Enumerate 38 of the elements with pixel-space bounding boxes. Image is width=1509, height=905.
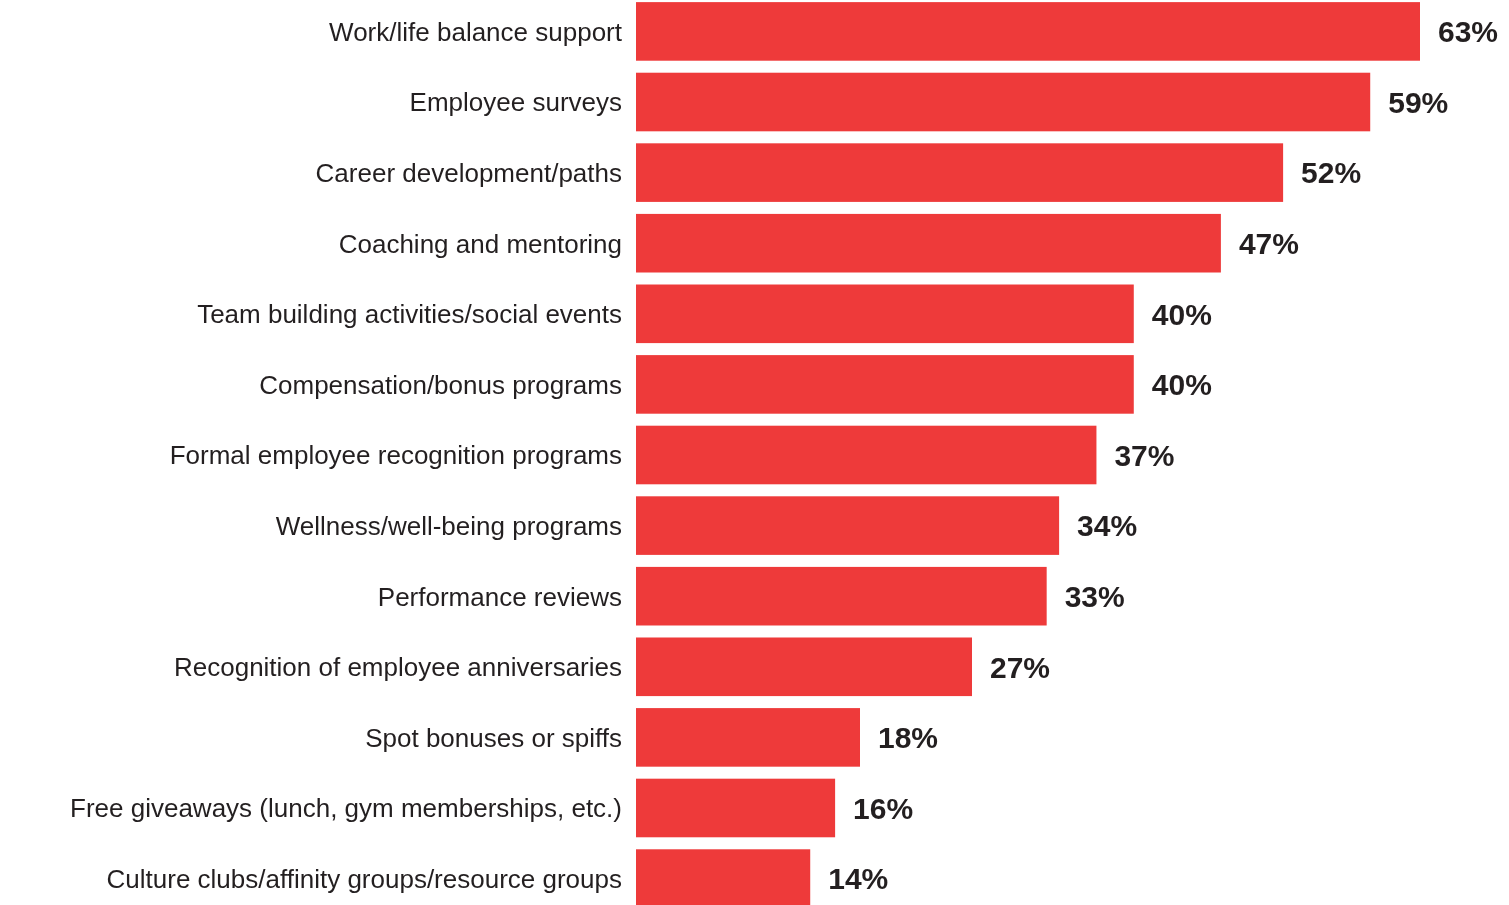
bar: [636, 355, 1134, 414]
bar: [636, 496, 1060, 555]
y-tick-label: Wellness/well-being programs: [275, 510, 622, 541]
y-tick-label: Career development/paths: [315, 157, 622, 188]
y-tick-label: Employee surveys: [409, 87, 622, 118]
data-label: 27%: [990, 650, 1051, 684]
bar: [636, 708, 860, 767]
bar: [636, 72, 1371, 132]
bar: [636, 213, 1221, 273]
y-tick-label: Performance reviews: [377, 581, 622, 612]
bar: [636, 2, 1420, 61]
y-tick-label: Culture clubs/affinity groups/resource groups: [106, 863, 622, 894]
data-label: 34%: [1077, 509, 1138, 543]
y-tick-label: Recognition of employee anniversaries: [173, 652, 622, 683]
data-label: 40%: [1151, 368, 1212, 402]
y-tick-label: Coaching and mentoring: [338, 228, 622, 259]
data-label: 47%: [1238, 227, 1299, 261]
data-label: 63%: [1438, 15, 1499, 49]
data-label: 59%: [1388, 85, 1449, 119]
y-tick-label: Free giveaways (lunch, gym memberships, etc.): [70, 793, 622, 824]
y-tick-label: Work/life balance support: [329, 16, 623, 47]
y-tick-label: Formal employee recognition programs: [169, 440, 622, 471]
bar: [636, 425, 1097, 485]
bar: [636, 143, 1284, 202]
bar: [636, 284, 1134, 344]
y-tick-label: Compensation/bonus programs: [259, 369, 622, 400]
bar: [636, 637, 972, 697]
data-label: 37%: [1114, 438, 1175, 472]
data-label: 40%: [1151, 297, 1212, 331]
data-label: 33%: [1064, 579, 1125, 613]
data-label: 14%: [828, 862, 889, 896]
y-tick-label: Team building activities/social events: [197, 299, 622, 330]
bar: [636, 778, 836, 838]
data-label: 16%: [853, 791, 914, 825]
data-label: 52%: [1301, 156, 1362, 190]
y-tick-label: Spot bonuses or spiffs: [365, 722, 622, 753]
data-label: 18%: [878, 721, 939, 755]
bar: [636, 566, 1047, 626]
